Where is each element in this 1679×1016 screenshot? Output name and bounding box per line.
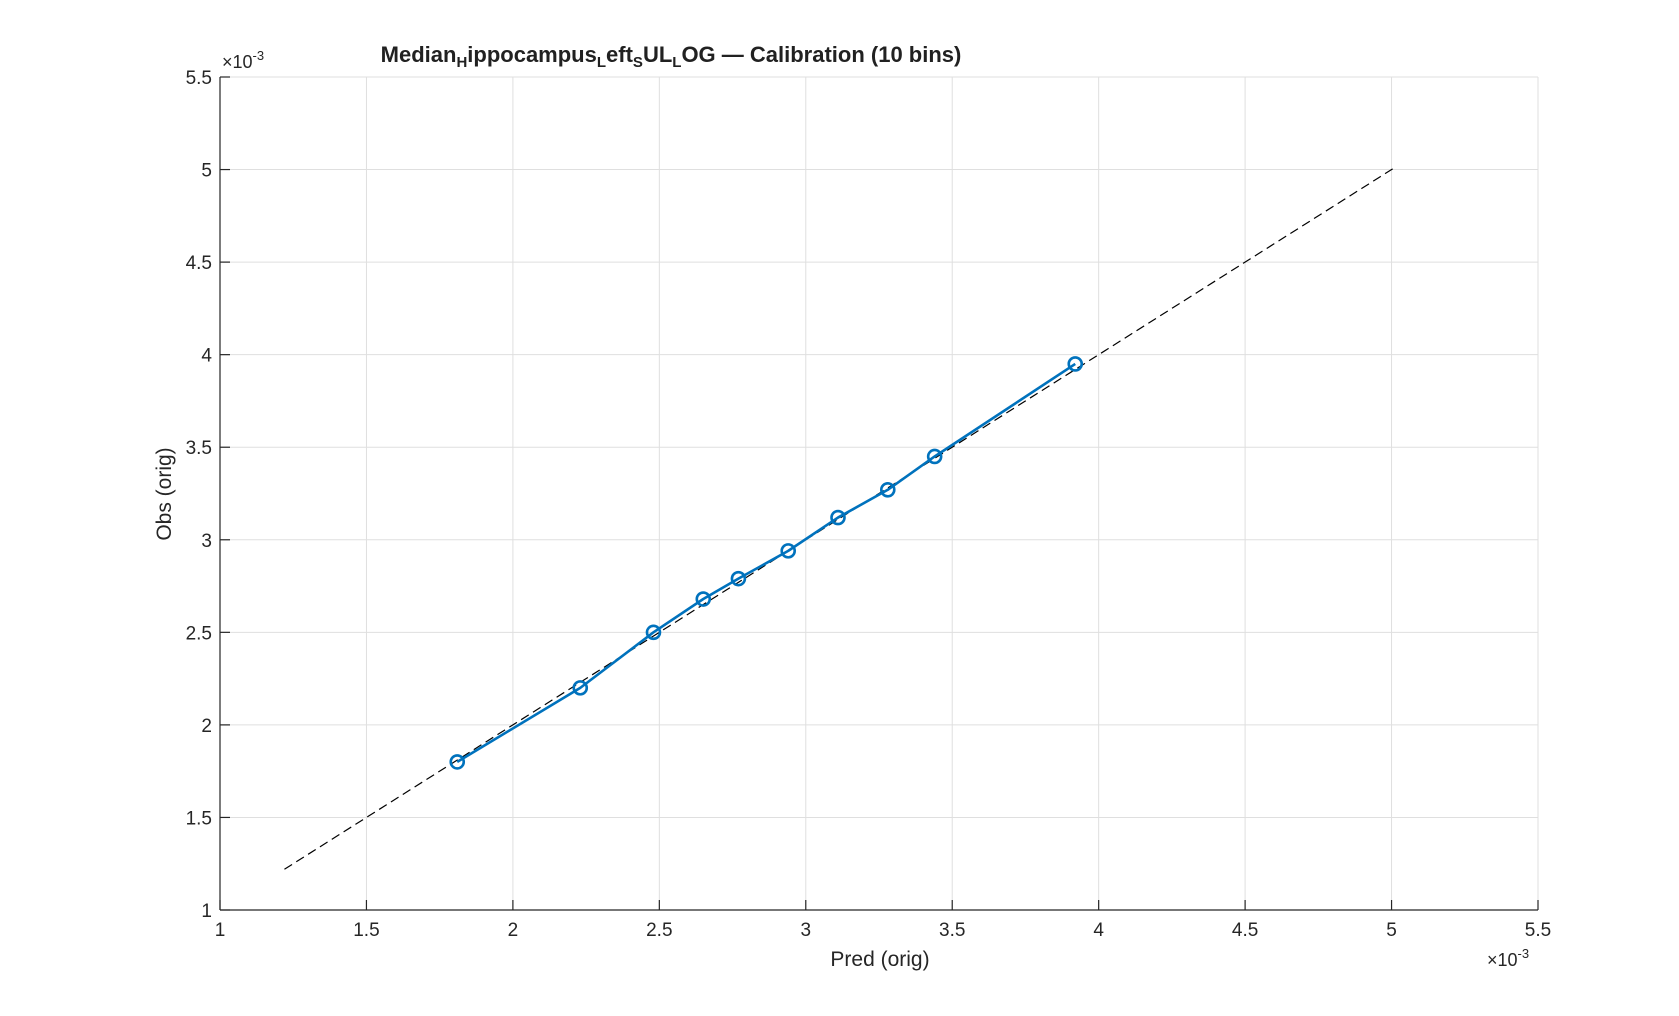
data-point	[780, 543, 797, 559]
data-point	[830, 509, 846, 526]
x-axis-label: Pred (orig)	[830, 948, 929, 971]
x-tick-label: 4	[1093, 920, 1104, 941]
x-axis-exponent: ×10-3	[1487, 946, 1529, 970]
x-tick-label: 1.5	[353, 920, 379, 941]
x-tick-label: 2.5	[646, 920, 672, 941]
labels-group: MedianHippocampusLeftSULLOG — Calibratio…	[153, 42, 1529, 971]
y-tick-label: 3	[201, 531, 212, 552]
x-tick-label: 3	[800, 920, 811, 941]
data-point	[572, 680, 589, 696]
y-tick-label: 4.5	[186, 253, 212, 274]
title-segment: OG — Calibration (10 bins)	[681, 42, 961, 67]
data-point	[449, 754, 466, 770]
y-tick-label: 1	[201, 901, 212, 922]
title-segment: eft	[606, 42, 634, 67]
series-group	[449, 356, 1084, 770]
chart-title: MedianHippocampusLeftSULLOG — Calibratio…	[381, 42, 962, 71]
title-segment: ippocampus	[467, 42, 597, 67]
x-tick-label: 5	[1386, 920, 1397, 941]
title-subscript: L	[672, 54, 681, 71]
x-tick-label: 5.5	[1525, 920, 1551, 941]
data-point	[730, 570, 747, 587]
y-tick-label: 4	[201, 346, 212, 367]
reference-line	[284, 167, 1395, 870]
y-exponent-power: -3	[253, 48, 265, 63]
x-exponent-base: ×10	[1487, 950, 1518, 970]
data-point	[645, 624, 662, 641]
data-point	[879, 481, 896, 498]
title-segment: UL	[643, 42, 672, 67]
x-tick-label: 1	[215, 920, 226, 941]
x-tick-label: 2	[508, 920, 519, 941]
y-tick-label: 3.5	[186, 438, 212, 459]
reference-line-group	[284, 167, 1395, 870]
y-tick-label: 2.5	[186, 623, 212, 644]
x-exponent-power: -3	[1518, 946, 1530, 961]
y-axis-label: Obs (orig)	[153, 447, 176, 540]
y-tick-label: 1.5	[186, 808, 212, 829]
title-subscript: L	[597, 54, 606, 71]
x-tick-label: 4.5	[1232, 920, 1258, 941]
title-subscript: S	[633, 54, 643, 71]
title-segment: Median	[381, 42, 457, 67]
y-exponent-base: ×10	[222, 52, 253, 72]
data-point	[1067, 356, 1084, 372]
y-tick-label: 5	[201, 161, 212, 182]
data-point	[695, 591, 712, 607]
data-point	[926, 448, 943, 465]
y-tick-label: 5.5	[186, 68, 212, 89]
x-tick-label: 3.5	[939, 920, 965, 941]
y-axis-exponent: ×10-3	[222, 48, 264, 72]
series-line	[456, 362, 1076, 764]
axes: 1 1.5 2 2.5 3 3.5 4 4.5 5 5.5 1 1.5 2 2.5 3 3.5 4 4.5 5 5.5	[186, 68, 1552, 941]
y-tick-label: 2	[201, 716, 212, 737]
title-subscript: H	[456, 54, 467, 71]
